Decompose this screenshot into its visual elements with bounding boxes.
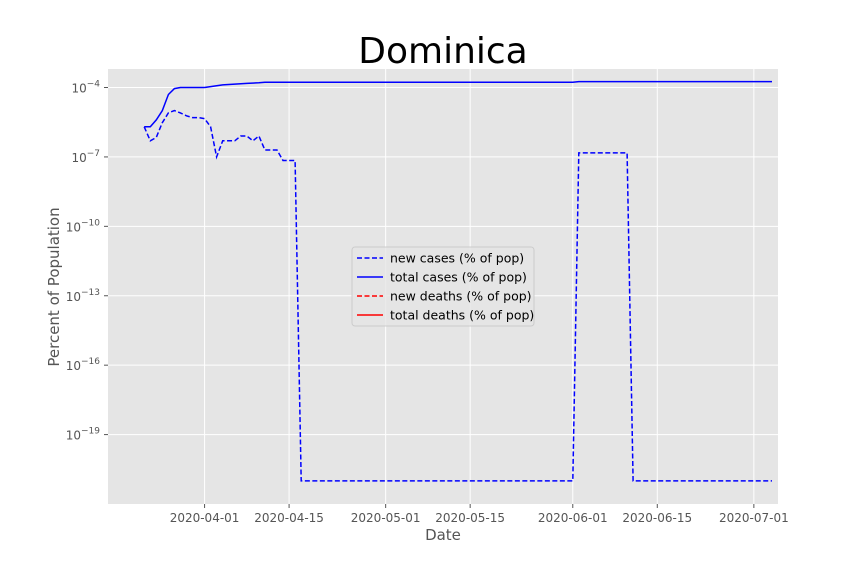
legend-box <box>351 246 535 327</box>
legend-label: total cases (% of pop) <box>390 270 527 285</box>
y-axis-ticks: 10−19 10−16 10−13 10−10 10−7 10−4 <box>66 80 108 443</box>
x-tick-label: 2020-05-15 <box>435 511 505 525</box>
series-line-new-cases-of-pop <box>143 109 772 482</box>
legend: new cases (% of pop) total cases (% of po… <box>351 246 535 327</box>
grid <box>108 69 778 504</box>
y-tick-label: 10−7 <box>71 149 100 165</box>
x-axis-ticks: 2020-04-01 2020-04-15 2020-05-01 2020-05-15… <box>170 504 789 525</box>
series-layer <box>143 80 772 482</box>
series-line-total-cases-of-pop <box>144 80 772 128</box>
legend-label: total deaths (% of pop) <box>390 308 534 323</box>
x-tick-label: 2020-04-01 <box>170 511 240 525</box>
x-tick-label: 2020-07-01 <box>719 511 789 525</box>
x-tick-label: 2020-05-01 <box>351 511 421 525</box>
y-tick-label: 10−19 <box>66 427 101 443</box>
x-axis-label: Date <box>425 526 461 544</box>
y-tick-label: 10−16 <box>66 357 101 373</box>
y-tick-label: 10−4 <box>71 80 100 96</box>
x-tick-label: 2020-06-01 <box>538 511 608 525</box>
x-tick-label: 2020-06-15 <box>622 511 692 525</box>
legend-label: new cases (% of pop) <box>390 251 524 266</box>
y-axis-label: Percent of Population <box>45 207 63 366</box>
y-tick-label: 10−10 <box>66 218 101 234</box>
chart-title: Dominica <box>358 31 528 72</box>
x-tick-label: 2020-04-15 <box>254 511 324 525</box>
legend-label: new deaths (% of pop) <box>390 289 532 304</box>
y-tick-label: 10−13 <box>66 288 100 304</box>
